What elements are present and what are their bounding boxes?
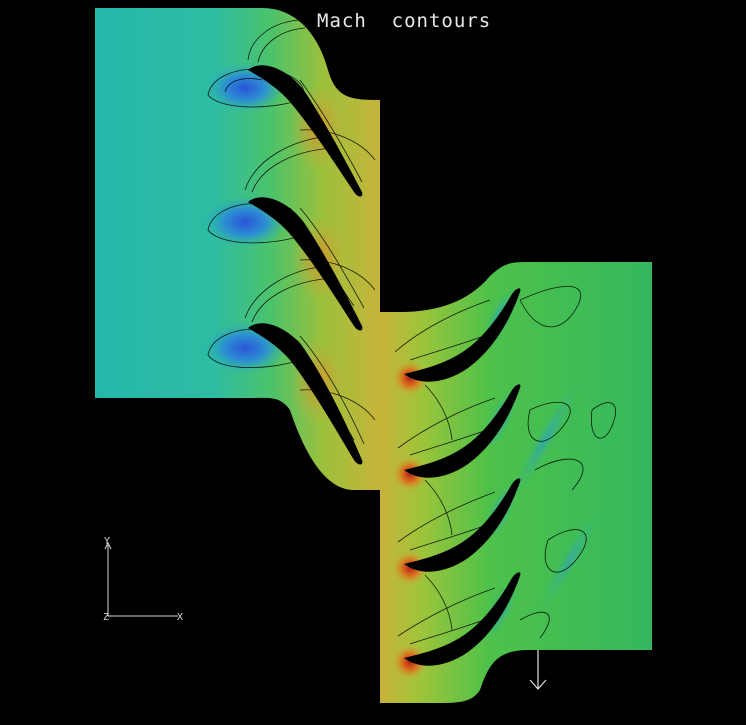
axis-triad [104,541,178,617]
z-axis-label: Z [103,612,109,623]
y-axis-label: Y [104,536,110,547]
stator-blade [248,65,363,197]
plot-title: Mach contours [317,10,492,32]
stator-blades [248,65,363,465]
stator-blade [248,197,363,331]
rotor-blades [404,288,521,666]
down-arrow-icon [529,650,547,690]
x-axis-label: X [177,612,183,623]
stator-blade [248,323,363,465]
y-axis-arrowhead [104,541,112,550]
rotor-blade [404,384,521,478]
rotor-high-mach-regions [392,360,428,680]
rotor-blade [404,478,521,572]
rotor-contour-lines [394,286,617,645]
rotor-blade [404,572,521,666]
rotor-blade [404,288,521,382]
